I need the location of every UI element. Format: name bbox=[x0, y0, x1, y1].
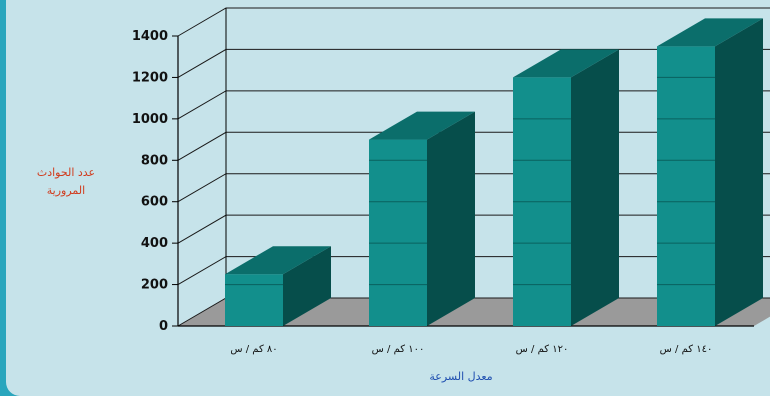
y-tick-label: 400 bbox=[141, 236, 168, 251]
chart-floor bbox=[178, 298, 770, 326]
x-axis-title: معدل السرعة bbox=[429, 370, 493, 383]
y-tick-label: 800 bbox=[141, 153, 168, 168]
y-axis-title: عدد الحوادث المرورية bbox=[36, 166, 96, 197]
x-tick-label: ٨٠ كم / س bbox=[230, 344, 277, 355]
bar-side bbox=[571, 49, 619, 327]
y-tick-label: 0 bbox=[159, 319, 168, 334]
bar bbox=[657, 46, 715, 326]
bar-top bbox=[369, 111, 475, 140]
y-tick-label: 200 bbox=[141, 278, 168, 293]
chart-back-wall bbox=[226, 8, 770, 298]
bar bbox=[225, 274, 283, 326]
bar-side bbox=[715, 18, 763, 326]
bar-side bbox=[427, 111, 475, 326]
x-tick-label: ١٤٠ كم / س bbox=[660, 344, 713, 355]
bar-top bbox=[513, 49, 619, 78]
y-tick-label: 1400 bbox=[132, 29, 168, 44]
y-tick-label: 600 bbox=[141, 195, 168, 210]
bar-top bbox=[657, 18, 763, 47]
bar-top bbox=[225, 246, 331, 275]
x-tick-label: ١٢٠ كم / س bbox=[516, 344, 569, 355]
bar-side bbox=[283, 246, 331, 326]
bar-chart-3d: 0 200 400 600 800 1000 1200 1400 ٨٠ كم / س ١٠٠ كم… bbox=[132, 7, 770, 355]
x-tick-label: ١٠٠ كم / س bbox=[372, 344, 425, 355]
chart-panel: 0 200 400 600 800 1000 1200 1400 ٨٠ كم / س ١٠٠ كم… bbox=[6, 0, 770, 396]
bar bbox=[369, 139, 427, 326]
y-tick-label: 1000 bbox=[132, 112, 168, 127]
y-tick-label: 1200 bbox=[132, 70, 168, 85]
